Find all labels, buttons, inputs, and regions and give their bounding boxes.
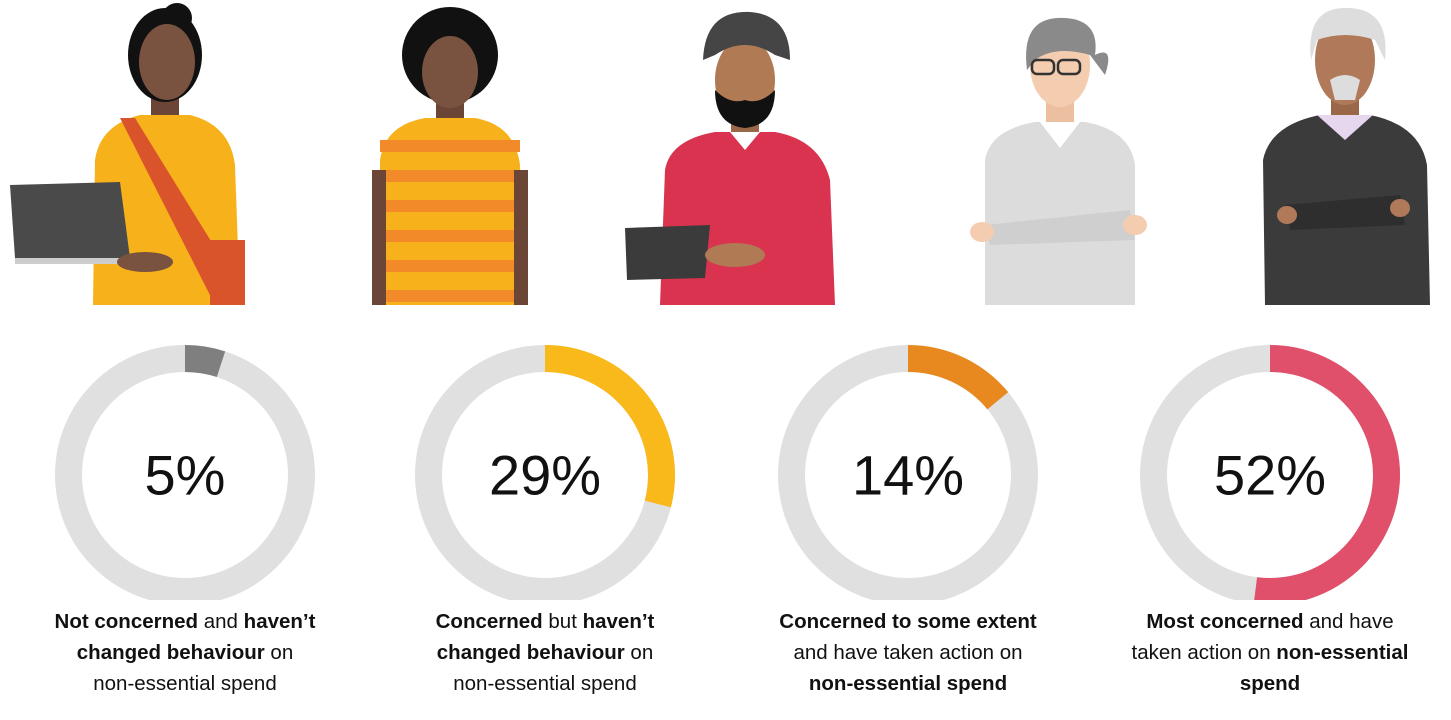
person-illustration bbox=[625, 11, 835, 305]
person-illustration bbox=[10, 3, 245, 305]
caption-text: and bbox=[198, 610, 244, 633]
caption-line: changed behaviour on bbox=[0, 637, 375, 668]
caption-text: non-essential spend bbox=[808, 672, 1008, 695]
caption-line: changed behaviour on bbox=[355, 637, 735, 668]
person-illustration bbox=[372, 7, 528, 305]
caption-line: and have taken action on bbox=[718, 637, 1098, 668]
person-illustration bbox=[1263, 7, 1430, 305]
caption-text: Concerned bbox=[435, 610, 543, 633]
caption-line: taken action on non-essential bbox=[1080, 637, 1451, 668]
percent-label: 52% bbox=[1214, 444, 1326, 507]
caption: Concerned to some extent and have taken a… bbox=[718, 606, 1098, 699]
donut-segment bbox=[184, 345, 226, 378]
caption-line: Concerned but haven’t bbox=[355, 606, 735, 637]
caption-text: non-essential spend bbox=[453, 672, 637, 695]
percent-label: 29% bbox=[489, 444, 601, 507]
caption: Concerned but haven’t changed behaviour o… bbox=[355, 606, 735, 699]
caption-text: on bbox=[624, 641, 654, 664]
donut-segment bbox=[907, 345, 1009, 410]
caption-text: taken action on bbox=[1131, 641, 1277, 664]
caption: Most concerned and have taken action on n… bbox=[1080, 606, 1451, 699]
caption-line: non-essential spend bbox=[718, 668, 1098, 699]
donut-segment bbox=[1254, 345, 1400, 600]
caption-text: Not concerned bbox=[54, 610, 199, 633]
caption-line: Concerned to some extent bbox=[718, 606, 1098, 637]
caption-text: but bbox=[542, 610, 583, 633]
infographic: 5% 29% 14% 52% bbox=[10, 3, 1430, 600]
caption-text: changed behaviour bbox=[76, 641, 265, 664]
caption-text: haven’t bbox=[243, 610, 316, 633]
caption-text: spend bbox=[1239, 672, 1301, 695]
person-illustration bbox=[970, 17, 1147, 305]
caption-text: Most concerned bbox=[1146, 610, 1304, 633]
donut-segment bbox=[544, 345, 675, 508]
caption: Not concerned and haven’t changed behavio… bbox=[0, 606, 375, 699]
caption-line: Most concerned and have bbox=[1080, 606, 1451, 637]
caption-text: Concerned to some extent bbox=[779, 610, 1037, 633]
caption-text: and have taken action on bbox=[793, 641, 1023, 664]
caption-text: on bbox=[264, 641, 294, 664]
percent-label: 14% bbox=[852, 444, 964, 507]
caption-line: non-essential spend bbox=[0, 668, 375, 699]
caption-line: spend bbox=[1080, 668, 1451, 699]
caption-text: changed behaviour bbox=[436, 641, 625, 664]
caption-text: non-essential spend bbox=[93, 672, 277, 695]
percent-label: 5% bbox=[145, 444, 226, 507]
caption-line: non-essential spend bbox=[355, 668, 735, 699]
caption-text: and have bbox=[1303, 610, 1394, 633]
caption-text: haven’t bbox=[582, 610, 655, 633]
caption-text: non-essential bbox=[1276, 641, 1409, 664]
caption-line: Not concerned and haven’t bbox=[0, 606, 375, 637]
